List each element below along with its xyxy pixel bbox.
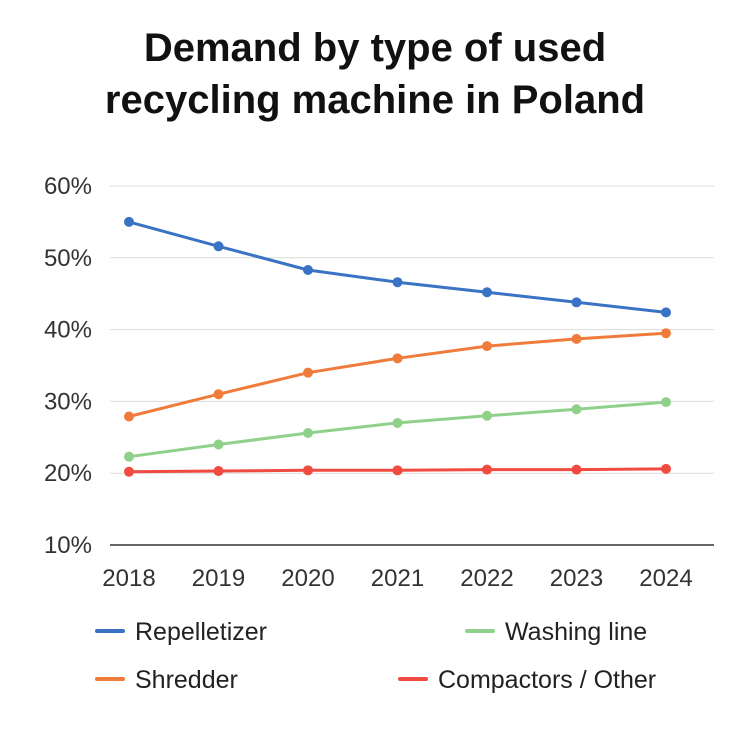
- data-point-washing-line-2022: [482, 410, 492, 421]
- data-point-washing-line-2018: [124, 451, 134, 462]
- data-point-washing-line-2019: [213, 439, 224, 450]
- legend-label-shredder: Shredder: [135, 666, 238, 694]
- data-point-shredder-2018: [124, 411, 134, 422]
- series-lines: [124, 216, 671, 477]
- x-tick-label-2018: 2018: [102, 565, 155, 592]
- data-point-shredder-2021: [392, 353, 403, 364]
- series-compactors-other: [124, 463, 671, 477]
- series-line-shredder: [127, 331, 668, 418]
- data-point-compactors-other-2022: [482, 464, 492, 475]
- legend-label-repelletizer: Repelletizer: [135, 618, 267, 646]
- series-washing-line: [124, 397, 671, 462]
- data-point-repelletizer-2021: [392, 277, 403, 288]
- data-point-compactors-other-2021: [392, 465, 403, 476]
- data-point-washing-line-2021: [392, 417, 403, 428]
- y-tick-label-60: 60%: [44, 173, 92, 200]
- legend-item-shredder: Shredder: [95, 666, 238, 694]
- data-point-washing-line-2024: [661, 397, 671, 408]
- legend: Repelletizer Shredder Washing line Compacto…: [95, 618, 656, 694]
- legend-label-compactors-other: Compactors / Other: [438, 666, 656, 694]
- x-tick-label-2020: 2020: [281, 565, 334, 592]
- data-point-shredder-2023: [571, 333, 582, 344]
- data-point-compactors-other-2020: [303, 465, 313, 476]
- series-shredder: [124, 328, 671, 422]
- legend-item-washing-line: Washing line: [465, 618, 647, 646]
- chart-title-line-1: Demand by type of used: [143, 26, 607, 70]
- y-tick-label-20: 20%: [44, 460, 92, 487]
- data-point-repelletizer-2020: [303, 265, 313, 276]
- data-point-shredder-2019: [213, 389, 224, 400]
- data-point-compactors-other-2019: [213, 466, 224, 477]
- series-repelletizer: [124, 216, 671, 318]
- data-point-washing-line-2023: [571, 404, 582, 415]
- y-tick-label-50: 50%: [44, 245, 92, 272]
- data-point-repelletizer-2019: [213, 241, 224, 252]
- data-point-compactors-other-2018: [124, 466, 134, 477]
- series-line-washing-line: [127, 400, 668, 459]
- data-point-washing-line-2020: [303, 427, 313, 438]
- data-point-shredder-2024: [661, 328, 671, 339]
- data-point-repelletizer-2023: [571, 297, 582, 308]
- legend-item-compactors-other: Compactors / Other: [398, 666, 656, 694]
- data-point-compactors-other-2024: [661, 463, 671, 474]
- data-point-compactors-other-2023: [571, 464, 582, 475]
- y-tick-label-10: 10%: [44, 532, 92, 559]
- y-tick-label-30: 30%: [44, 388, 92, 415]
- series-line-repelletizer: [127, 220, 668, 314]
- data-point-repelletizer-2018: [124, 216, 134, 227]
- y-tick-label-40: 40%: [44, 317, 92, 344]
- gridlines: [110, 185, 714, 474]
- x-tick-label-2022: 2022: [460, 565, 513, 592]
- axes: 10% 20% 30% 40% 50% 60% 2018 2019 2020 2021 2022 20…: [44, 173, 714, 592]
- data-point-repelletizer-2022: [482, 287, 492, 298]
- legend-item-repelletizer: Repelletizer: [95, 618, 267, 646]
- data-point-repelletizer-2024: [661, 307, 671, 318]
- x-tick-label-2024: 2024: [639, 565, 692, 592]
- x-tick-label-2023: 2023: [550, 565, 603, 592]
- chart-title: Demand by type of used recycling machine…: [0, 22, 750, 126]
- x-tick-label-2019: 2019: [192, 565, 245, 592]
- data-point-shredder-2022: [482, 341, 492, 352]
- data-point-shredder-2020: [303, 367, 313, 378]
- legend-label-washing-line: Washing line: [505, 618, 647, 646]
- chart-title-line-2: recycling machine in Poland: [104, 78, 646, 122]
- x-tick-label-2021: 2021: [371, 565, 424, 592]
